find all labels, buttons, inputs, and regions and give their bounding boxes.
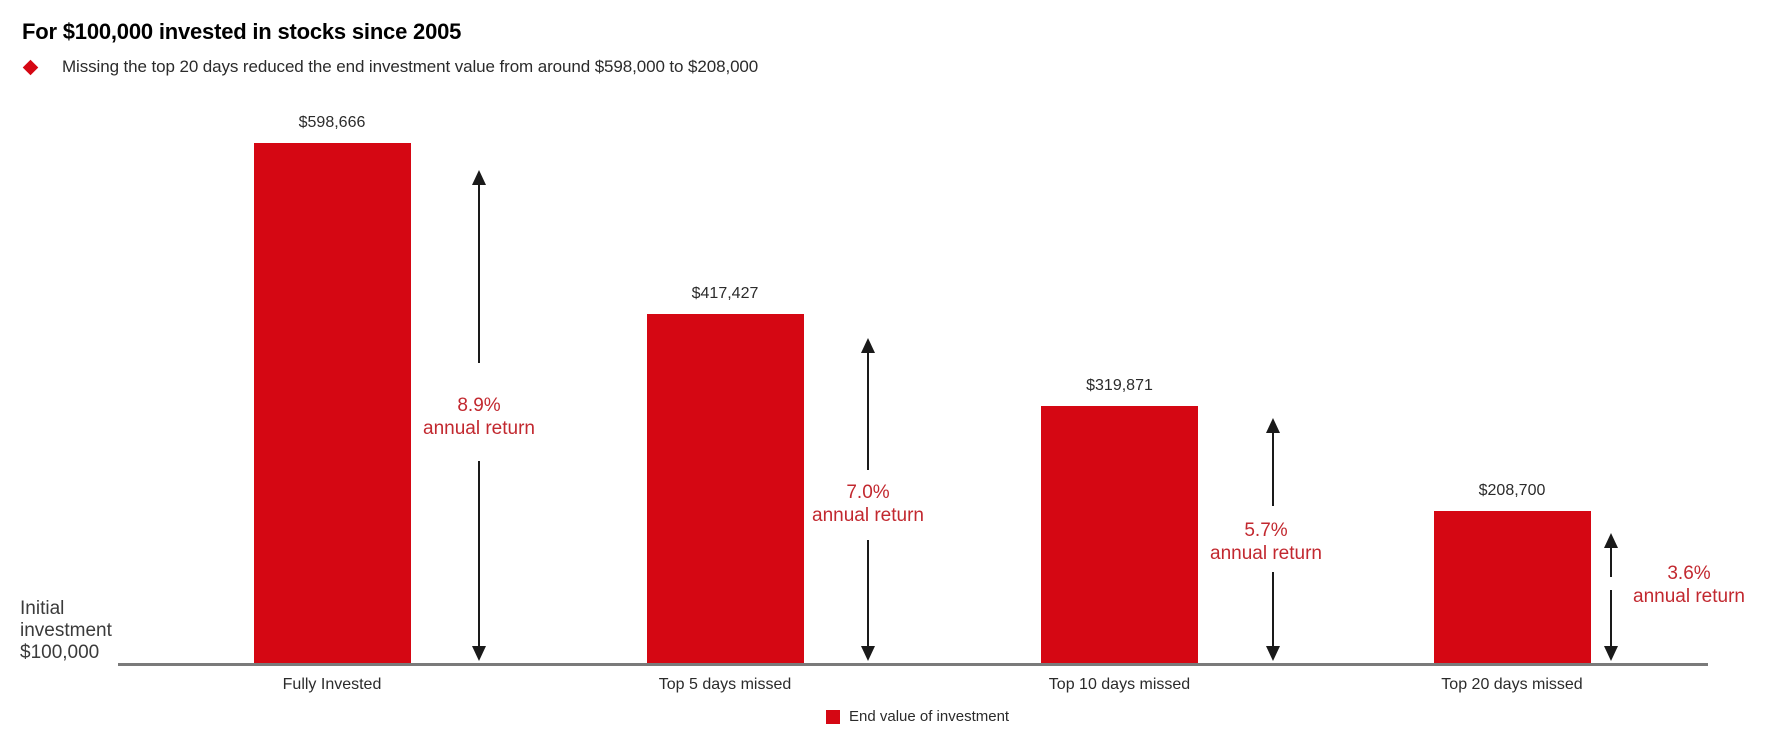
x-category-label-top-5-days-missed: Top 5 days missed (658, 676, 792, 693)
return-arrow-down-head-top-20-days-missed (1604, 646, 1618, 661)
bar-top-5-days-missed (646, 314, 804, 663)
bar-top-10-days-missed (1041, 406, 1198, 663)
return-arrow-bottom-line-top-10-days-missed (1272, 572, 1274, 648)
x-axis-baseline (118, 663, 1708, 666)
annual-return-suffix-top-5-days-missed: annual return (812, 505, 924, 526)
return-arrow-up-head-fully-invested (472, 170, 486, 185)
x-category-label-top-20-days-missed: Top 20 days missed (1441, 676, 1583, 693)
bullet-diamond-icon (22, 59, 39, 76)
annual-return-pct-top-20-days-missed: 3.6% (1667, 563, 1711, 584)
bar-fully-invested (253, 143, 411, 663)
bar-top-20-days-missed (1433, 511, 1591, 663)
annual-return-annotation-top-10-days-missed: 5.7% annual return (1176, 519, 1356, 565)
bar-value-label-top-10-days-missed: $319,871 (1086, 377, 1153, 394)
return-arrow-up-head-top-20-days-missed (1604, 533, 1618, 548)
return-arrow-up-head-top-5-days-missed (861, 338, 875, 353)
return-arrow-down-head-top-10-days-missed (1266, 646, 1280, 661)
subtitle-text: Missing the top 20 days reduced the end … (62, 57, 759, 76)
return-arrow-bottom-line-top-20-days-missed (1610, 590, 1612, 648)
bar-value-label-top-5-days-missed: $417,427 (691, 285, 759, 302)
initial-investment-label: Initial investment $100,000 (20, 598, 112, 663)
return-arrow-bottom-line-fully-invested (478, 461, 480, 648)
annual-return-suffix-top-20-days-missed: annual return (1633, 586, 1745, 607)
annual-return-pct-fully-invested: 8.9% (457, 395, 501, 416)
return-arrow-down-head-top-5-days-missed (861, 646, 875, 661)
return-arrow-top-line-top-10-days-missed (1272, 431, 1274, 506)
return-arrow-top-line-top-5-days-missed (867, 351, 869, 470)
bar-value-label-top-20-days-missed: $208,700 (1478, 482, 1546, 499)
return-arrow-bottom-line-top-5-days-missed (867, 540, 869, 648)
chart-title: For $100,000 invested in stocks since 20… (22, 19, 462, 44)
x-category-label-fully-invested: Fully Invested (282, 676, 382, 693)
annual-return-annotation-top-5-days-missed: 7.0% annual return (778, 481, 958, 527)
annual-return-annotation-top-20-days-missed: 3.6% annual return (1599, 562, 1777, 608)
annual-return-suffix-fully-invested: annual return (423, 418, 535, 439)
legend-label: End value of investment (849, 708, 1010, 725)
annual-return-annotation-fully-invested: 8.9% annual return (389, 394, 569, 440)
legend: End value of investment (826, 708, 1009, 725)
annual-return-suffix-top-10-days-missed: annual return (1210, 543, 1322, 564)
return-arrow-down-head-fully-invested (472, 646, 486, 661)
return-arrow-top-line-fully-invested (478, 183, 480, 363)
bar-value-label-fully-invested: $598,666 (298, 114, 366, 131)
legend-swatch-icon (826, 709, 840, 724)
annual-return-pct-top-5-days-missed: 7.0% (846, 482, 890, 503)
return-arrow-up-head-top-10-days-missed (1266, 418, 1280, 433)
x-category-label-top-10-days-missed: Top 10 days missed (1048, 676, 1191, 693)
return-arrow-top-line-top-20-days-missed (1610, 546, 1612, 577)
annual-return-pct-top-10-days-missed: 5.7% (1244, 520, 1288, 541)
